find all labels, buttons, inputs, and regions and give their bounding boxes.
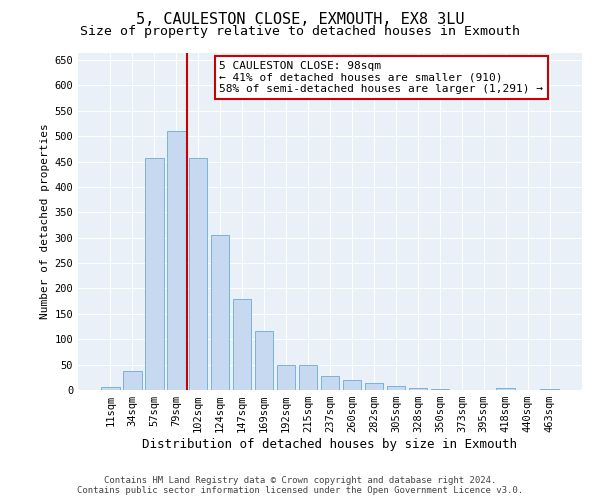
Text: 5, CAULESTON CLOSE, EXMOUTH, EX8 3LU: 5, CAULESTON CLOSE, EXMOUTH, EX8 3LU (136, 12, 464, 28)
Bar (255, 330, 274, 390)
Bar (167, 130, 185, 390)
Bar (101, 388, 119, 390)
Bar (541, 389, 559, 390)
Y-axis label: Number of detached properties: Number of detached properties (40, 124, 50, 319)
Text: Size of property relative to detached houses in Exmouth: Size of property relative to detached ho… (80, 25, 520, 38)
Bar (365, 383, 383, 390)
Text: 5 CAULESTON CLOSE: 98sqm
← 41% of detached houses are smaller (910)
58% of semi-: 5 CAULESTON CLOSE: 98sqm ← 41% of detach… (219, 61, 543, 94)
Bar (211, 235, 229, 390)
X-axis label: Distribution of detached houses by size in Exmouth: Distribution of detached houses by size … (143, 438, 517, 451)
Bar (189, 158, 208, 390)
Text: Contains HM Land Registry data © Crown copyright and database right 2024.
Contai: Contains HM Land Registry data © Crown c… (77, 476, 523, 495)
Bar (145, 158, 164, 390)
Bar (233, 298, 251, 390)
Bar (343, 380, 361, 390)
Bar (123, 371, 142, 390)
Bar (386, 386, 405, 390)
Bar (320, 376, 340, 390)
Bar (277, 364, 295, 390)
Bar (496, 388, 515, 390)
Bar (299, 364, 317, 390)
Bar (409, 388, 427, 390)
